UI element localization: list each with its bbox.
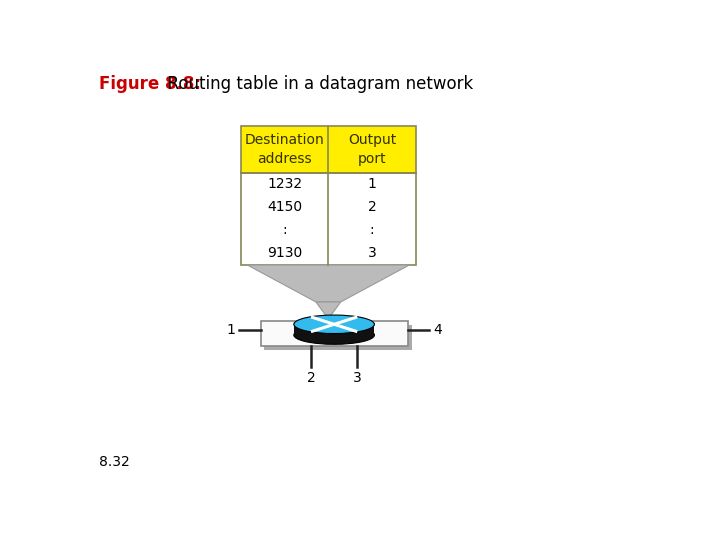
Text: 4: 4 [433,323,442,336]
Ellipse shape [294,315,374,334]
Bar [294,325,374,335]
Text: Output
port: Output port [348,133,396,166]
Bar [261,321,408,346]
Text: 3: 3 [353,372,361,385]
Polygon shape [248,265,409,302]
Text: 9130: 9130 [267,246,302,260]
Bar [241,173,415,265]
Bar [264,325,412,350]
Text: 2: 2 [367,200,377,214]
Polygon shape [316,302,341,319]
Text: Destination
address: Destination address [245,133,325,166]
Text: :: : [369,224,374,238]
Text: Figure 8.8:: Figure 8.8: [99,75,202,93]
Ellipse shape [294,326,374,345]
Bar [241,126,415,173]
Text: 4150: 4150 [267,200,302,214]
Text: :: : [282,224,287,238]
Text: 3: 3 [367,246,377,260]
Text: 8.32: 8.32 [99,455,130,469]
Text: 1: 1 [226,323,235,336]
Text: 2: 2 [307,372,315,385]
Text: 1: 1 [367,177,377,191]
Text: 1232: 1232 [267,177,302,191]
Text: Routing table in a datagram network: Routing table in a datagram network [158,75,474,93]
